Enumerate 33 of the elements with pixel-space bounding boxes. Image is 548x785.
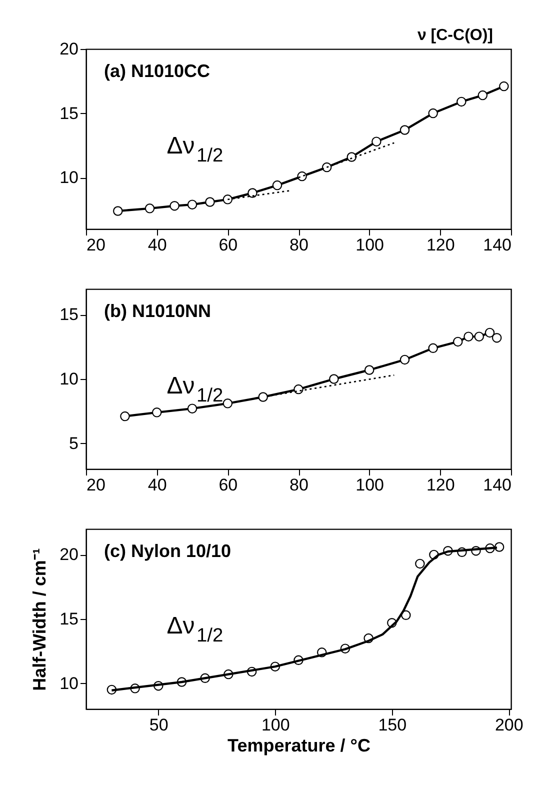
x-tick-label: 80 (290, 236, 308, 254)
x-tick-label: 50 (149, 716, 168, 734)
y-tick-label: 15 (60, 305, 78, 324)
y-tick-label: 15 (60, 104, 78, 123)
x-tick-label: 100 (261, 716, 290, 734)
x-tick-label: 150 (378, 716, 407, 734)
y-tick-label: 10 (60, 168, 78, 188)
x-tick-label: 100 (356, 476, 384, 494)
x-tick-label: 60 (218, 236, 238, 254)
x-tick-label: 120 (426, 236, 455, 254)
text: ν [C-C(O)] (417, 27, 493, 44)
y-axis-title: Half-Width / cm⁻¹ (30, 548, 50, 691)
x-tick-label: 20 (86, 476, 106, 494)
x-tick-label: 60 (218, 476, 238, 494)
x-axis-title: Temperature / °C (228, 736, 370, 756)
x-tick-label: 120 (426, 476, 455, 494)
x-tick-label: 40 (148, 236, 167, 254)
x-tick-label: 140 (483, 476, 512, 494)
y-tick-label: 20 (60, 40, 78, 58)
x-tick-label: 40 (148, 476, 167, 494)
text: (b) N1010NN (104, 301, 212, 321)
y-tick-label: 10 (60, 370, 78, 388)
y-tick-label: 5 (69, 434, 78, 453)
x-tick-label: 80 (290, 476, 308, 494)
y-tick-label: 15 (60, 610, 78, 628)
x-tick-label: 100 (356, 236, 384, 254)
text: (a) N1010CC (104, 61, 210, 81)
y-tick-label: 20 (60, 545, 78, 564)
x-tick-label: 200 (494, 716, 524, 734)
x-tick-label: 20 (86, 236, 106, 254)
y-tick-label: 10 (60, 674, 78, 693)
text: (c) Nylon 10/10 (104, 541, 232, 561)
x-tick-label: 140 (483, 236, 512, 254)
